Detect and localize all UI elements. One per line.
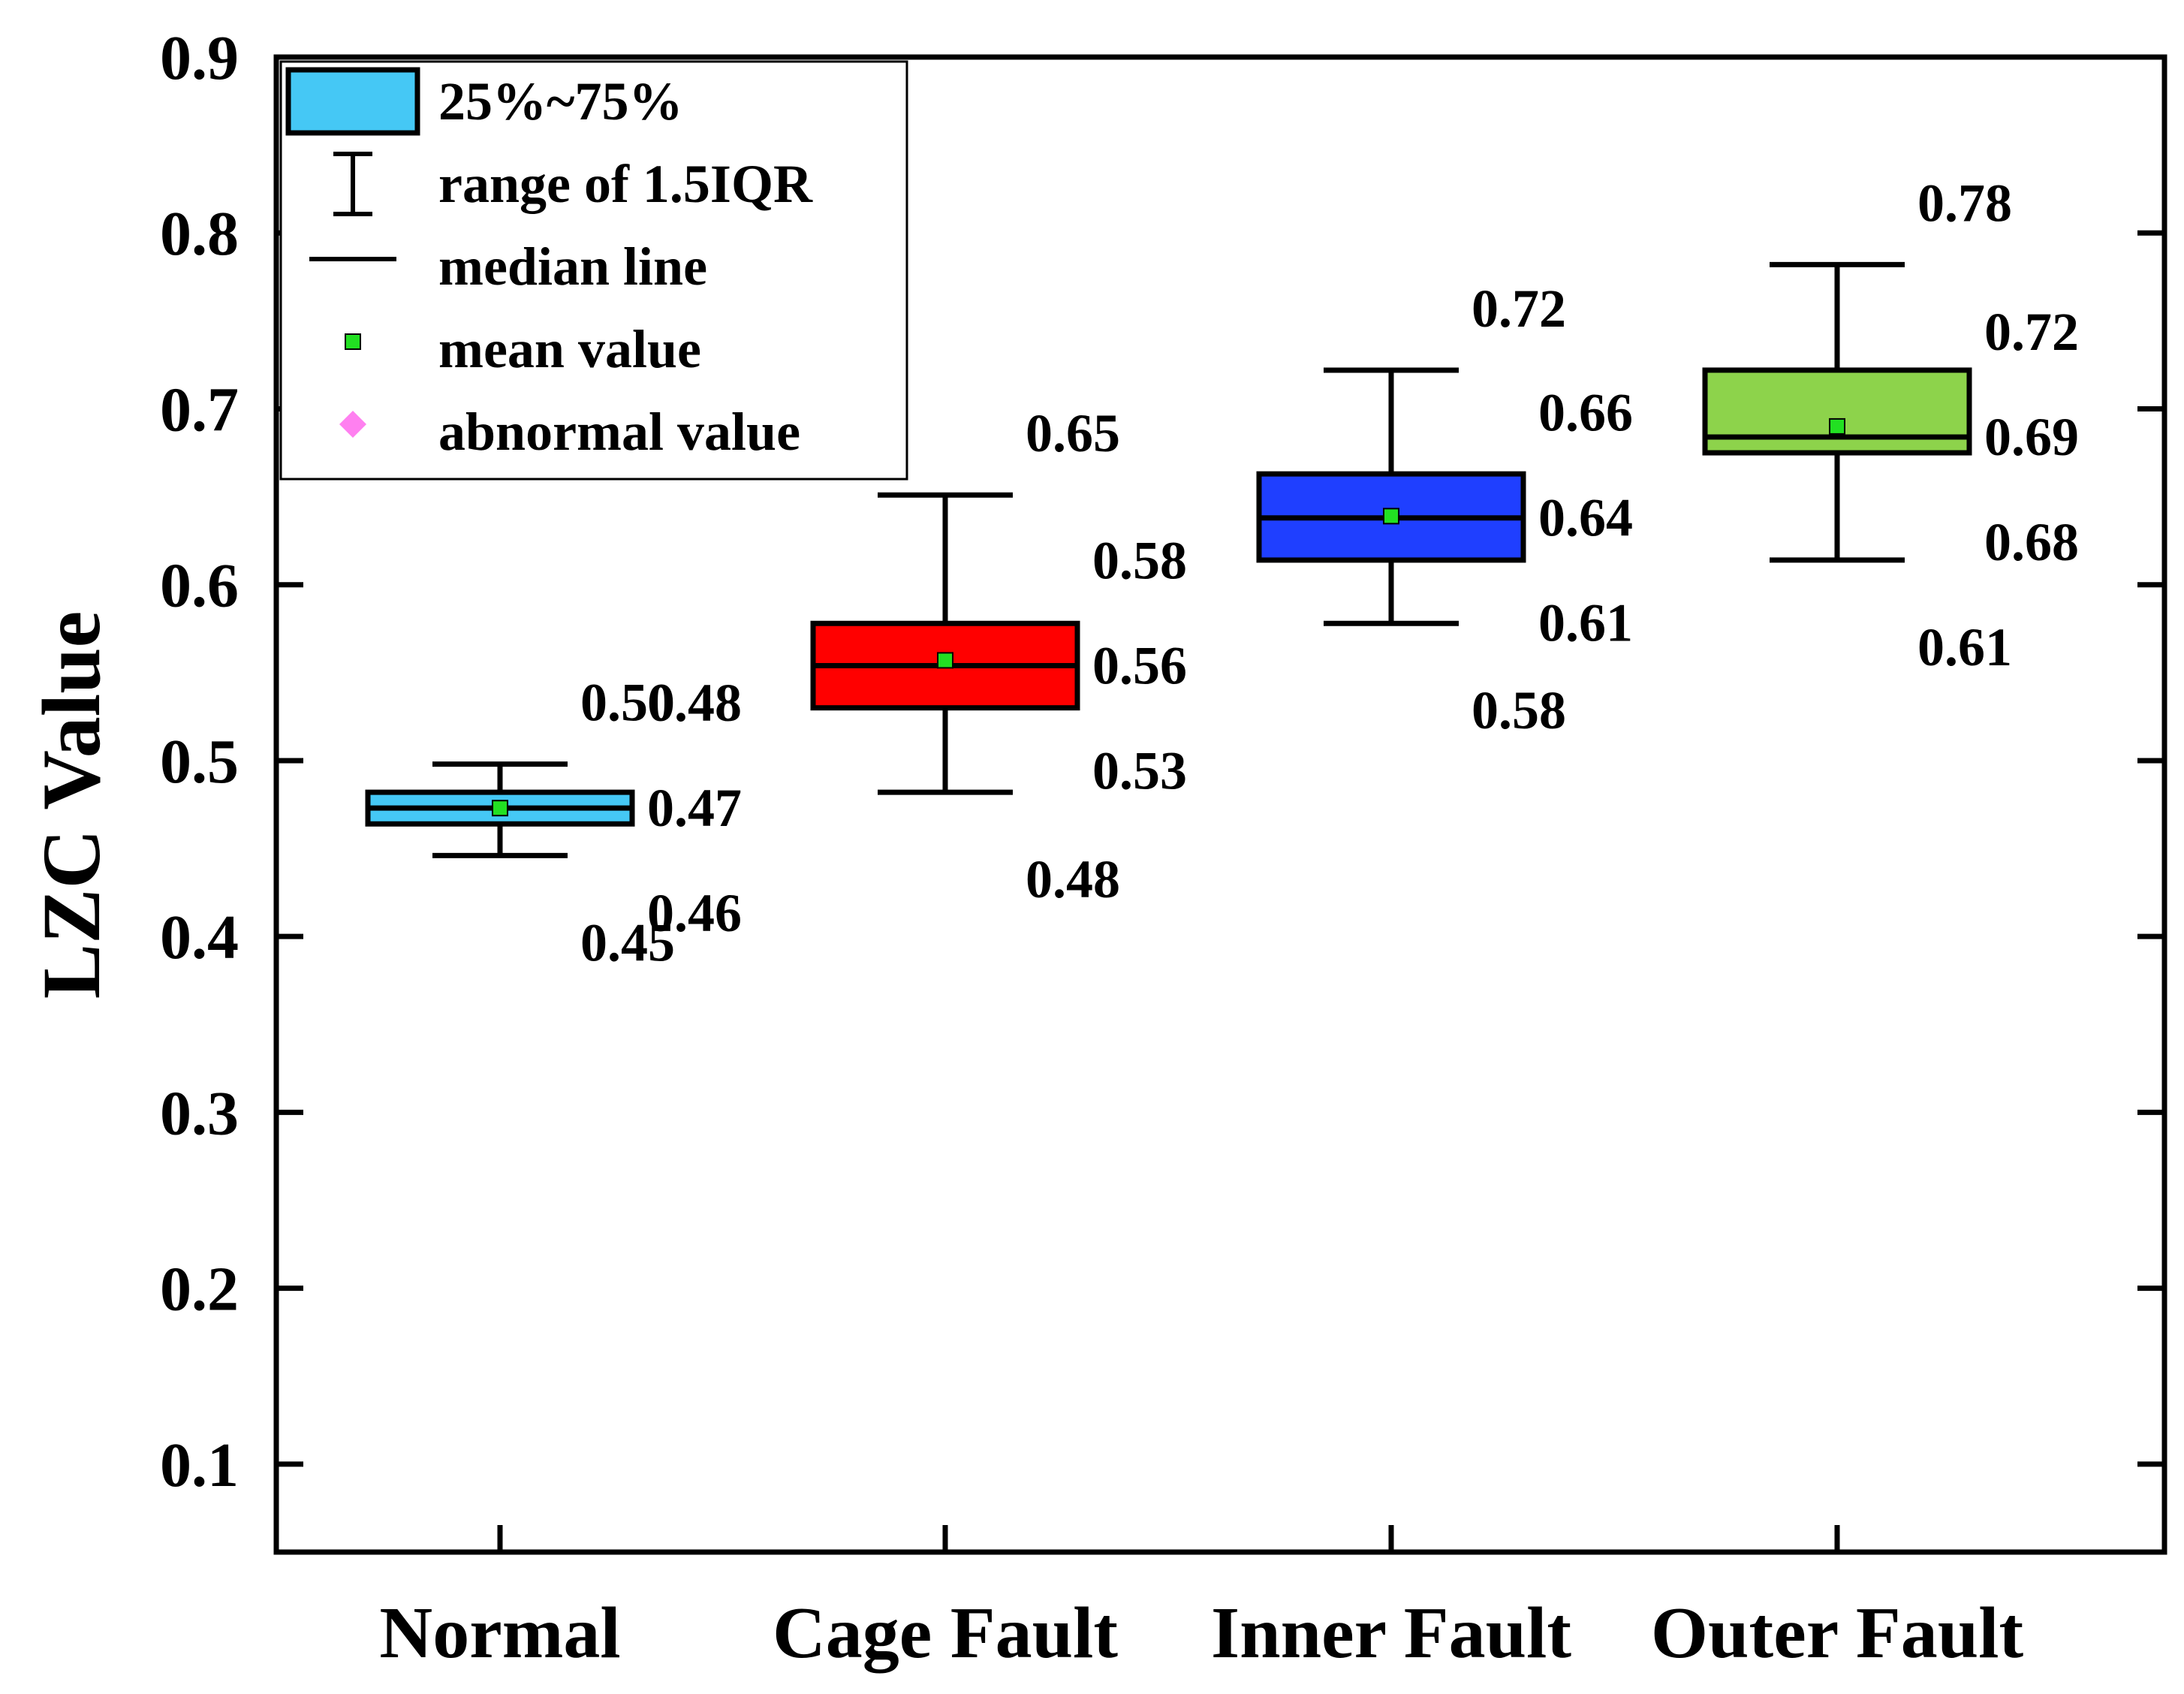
label-q1: 0.68 <box>1984 512 2079 572</box>
y-tick-label: 0.8 <box>160 199 239 269</box>
iqr-box <box>1702 367 1972 456</box>
legend-box-swatch <box>285 67 420 136</box>
legend-label: mean value <box>438 319 701 379</box>
mean-marker <box>1829 417 1845 435</box>
label-q3: 0.66 <box>1538 383 1633 443</box>
legend: 25%~75% range of 1.5IQR median line mean va… <box>279 60 908 481</box>
label-q3: 0.58 <box>1092 530 1187 590</box>
label-q1: 0.46 <box>647 883 742 943</box>
y-tick-label: 0.1 <box>160 1430 239 1500</box>
y-tick-label: 0.7 <box>160 375 239 445</box>
x-category-label: Cage Fault <box>773 1593 1118 1674</box>
y-tick-label: 0.2 <box>160 1255 239 1325</box>
mean-marker <box>492 800 508 817</box>
legend-label: abnormal value <box>438 402 800 462</box>
label-whisker-high: 0.65 <box>1026 403 1120 463</box>
label-whisker-low: 0.45 <box>580 912 675 972</box>
y-tick-label: 0.3 <box>160 1078 239 1148</box>
label-median: 0.47 <box>647 778 742 838</box>
label-q3: 0.72 <box>1984 302 2079 362</box>
legend-abnormal-swatch <box>339 411 366 438</box>
label-q1: 0.61 <box>1538 593 1633 653</box>
box-cage-fault <box>810 492 1080 795</box>
y-tick-label: 0.4 <box>160 903 239 972</box>
label-whisker-high: 0.50 <box>580 673 675 733</box>
box-normal <box>365 761 635 858</box>
x-category-label: Inner Fault <box>1211 1593 1571 1674</box>
label-median: 0.64 <box>1538 488 1633 548</box>
legend-label: range of 1.5IQR <box>438 154 813 214</box>
label-whisker-low: 0.58 <box>1472 680 1566 740</box>
label-whisker-high: 0.78 <box>1917 173 2012 233</box>
label-median: 0.56 <box>1092 635 1187 695</box>
label-q1: 0.53 <box>1092 740 1187 800</box>
label-median: 0.69 <box>1984 407 2079 467</box>
mean-marker <box>1383 508 1399 525</box>
mean-marker <box>937 652 953 669</box>
label-whisker-low: 0.48 <box>1026 849 1120 909</box>
y-tick-label: 0.9 <box>160 23 239 93</box>
label-whisker-high: 0.72 <box>1472 279 1566 339</box>
box-outer-fault <box>1702 261 1972 563</box>
y-axis-title: LZC Value <box>26 611 117 999</box>
box-inner-fault <box>1256 367 1526 626</box>
y-tick-label: 0.5 <box>160 727 239 797</box>
x-category-label: Outer Fault <box>1651 1593 2024 1674</box>
legend-label: median line <box>438 237 707 297</box>
legend-mean-swatch <box>345 333 361 350</box>
label-q3: 0.48 <box>647 673 742 733</box>
legend-label: 25%~75% <box>438 71 682 131</box>
label-whisker-low: 0.61 <box>1917 617 2012 677</box>
y-tick-label: 0.6 <box>160 551 239 621</box>
x-category-label: Normal <box>379 1593 620 1674</box>
